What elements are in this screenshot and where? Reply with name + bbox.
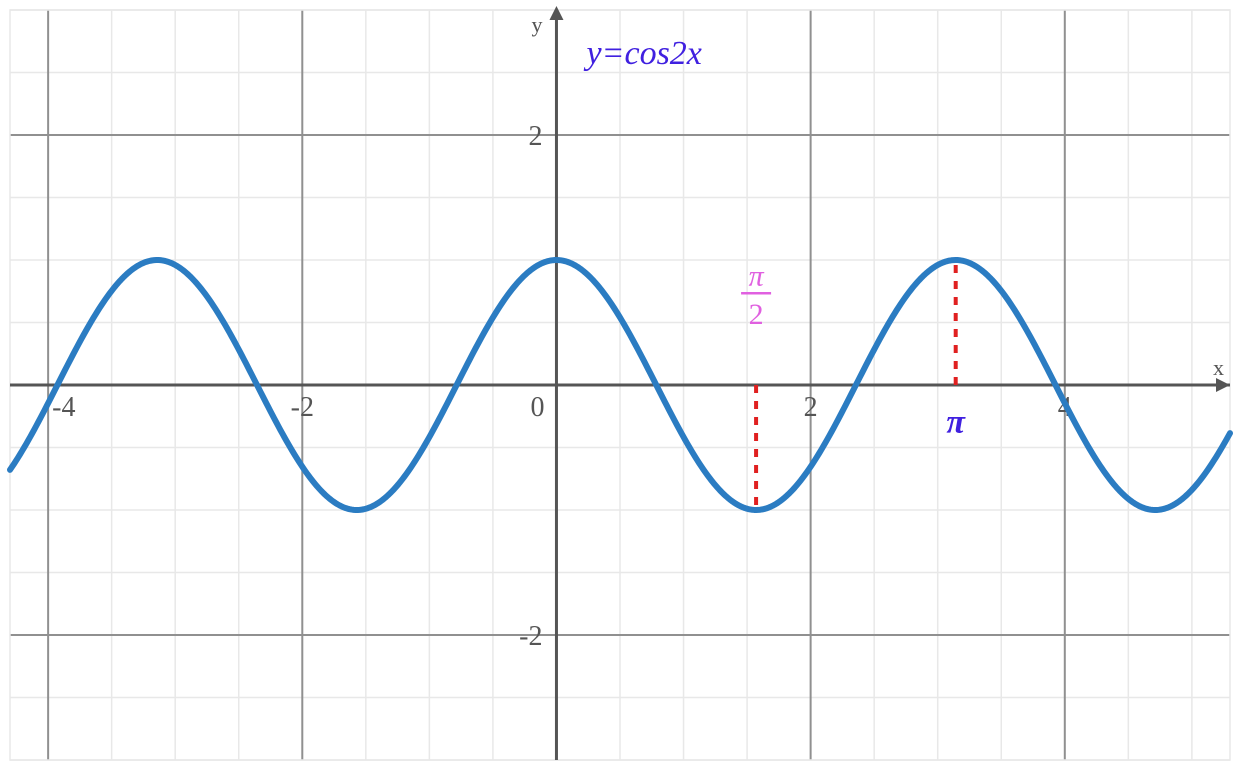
chart-svg: -4-2024-22xyy=cos2xπ2π	[0, 0, 1240, 770]
x-tick-label: -4	[52, 392, 75, 423]
x-tick-label: 0	[530, 392, 544, 423]
y-tick-label: -2	[519, 621, 542, 652]
equation-label: y=cos2x	[583, 35, 701, 72]
x-tick-label: -2	[291, 392, 314, 423]
x-axis-label: x	[1213, 355, 1224, 380]
marker-frac-num: π	[749, 259, 765, 292]
marker-frac-den: 2	[749, 298, 764, 331]
y-tick-label: 2	[528, 121, 542, 152]
chart-container: -4-2024-22xyy=cos2xπ2π	[0, 0, 1240, 770]
x-tick-label: 2	[804, 392, 818, 423]
marker-label: π	[946, 404, 966, 441]
y-axis-label: y	[531, 12, 542, 37]
